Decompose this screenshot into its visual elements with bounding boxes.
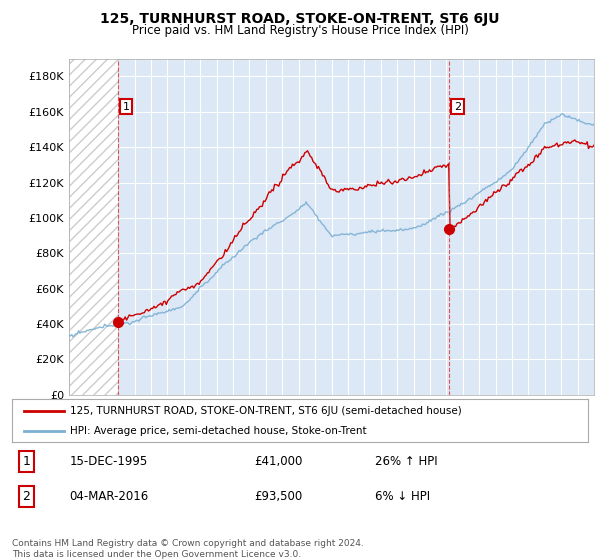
Text: Contains HM Land Registry data © Crown copyright and database right 2024.
This d: Contains HM Land Registry data © Crown c… [12,539,364,559]
Text: 15-DEC-1995: 15-DEC-1995 [70,455,148,468]
Text: 1: 1 [22,455,31,468]
Text: £41,000: £41,000 [254,455,302,468]
Text: 26% ↑ HPI: 26% ↑ HPI [375,455,437,468]
Text: £93,500: £93,500 [254,490,302,503]
Text: 125, TURNHURST ROAD, STOKE-ON-TRENT, ST6 6JU (semi-detached house): 125, TURNHURST ROAD, STOKE-ON-TRENT, ST6… [70,406,461,416]
Text: 2: 2 [22,490,31,503]
Text: 125, TURNHURST ROAD, STOKE-ON-TRENT, ST6 6JU: 125, TURNHURST ROAD, STOKE-ON-TRENT, ST6… [100,12,500,26]
Text: HPI: Average price, semi-detached house, Stoke-on-Trent: HPI: Average price, semi-detached house,… [70,427,366,436]
Text: 6% ↓ HPI: 6% ↓ HPI [375,490,430,503]
Text: 2: 2 [454,101,461,111]
Text: 04-MAR-2016: 04-MAR-2016 [70,490,149,503]
Text: Price paid vs. HM Land Registry's House Price Index (HPI): Price paid vs. HM Land Registry's House … [131,24,469,36]
Text: 1: 1 [122,101,130,111]
